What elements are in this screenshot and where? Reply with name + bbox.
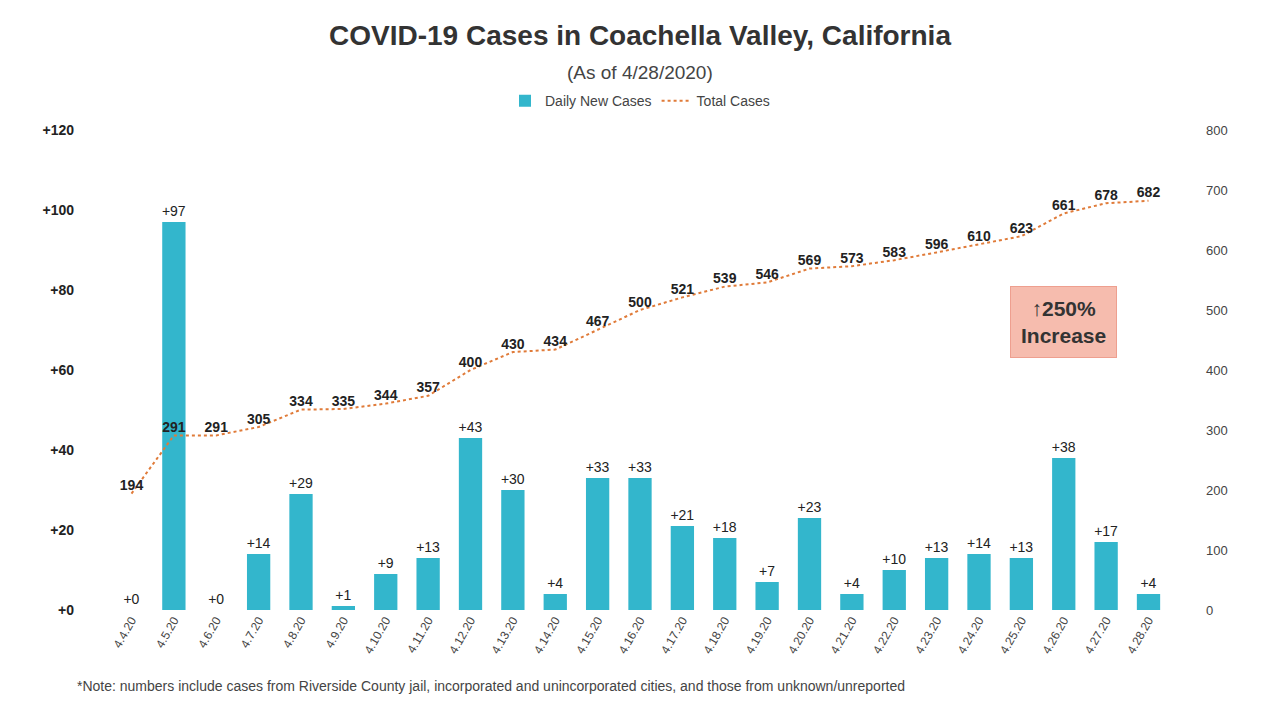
svg-text:623: 623: [1010, 220, 1034, 236]
svg-text:573: 573: [840, 250, 864, 266]
svg-text:4.23.20: 4.23.20: [912, 614, 944, 656]
svg-text:4.11.20: 4.11.20: [404, 614, 436, 655]
svg-text:434: 434: [544, 333, 568, 349]
svg-text:(As of 4/28/2020): (As of 4/28/2020): [567, 62, 713, 83]
svg-text:467: 467: [586, 313, 610, 329]
svg-text:4.8.20: 4.8.20: [280, 614, 309, 650]
svg-text:500: 500: [1206, 303, 1228, 318]
svg-text:+1: +1: [335, 587, 351, 603]
svg-text:539: 539: [713, 270, 737, 286]
svg-text:4.14.20: 4.14.20: [531, 614, 563, 656]
svg-text:344: 344: [374, 387, 398, 403]
svg-text:200: 200: [1206, 483, 1228, 498]
svg-text:4.9.20: 4.9.20: [322, 614, 351, 650]
svg-text:4.19.20: 4.19.20: [743, 614, 775, 656]
svg-text:4.24.20: 4.24.20: [955, 614, 987, 656]
svg-text:682: 682: [1137, 184, 1161, 200]
svg-text:569: 569: [798, 252, 822, 268]
svg-text:305: 305: [247, 411, 271, 427]
svg-text:334: 334: [289, 393, 313, 409]
svg-text:4.10.20: 4.10.20: [361, 614, 393, 656]
svg-text:+43: +43: [459, 419, 483, 435]
svg-text:678: 678: [1094, 187, 1118, 203]
svg-text:+4: +4: [1140, 575, 1156, 591]
svg-text:+97: +97: [162, 203, 186, 219]
svg-text:+30: +30: [501, 471, 525, 487]
svg-text:+33: +33: [628, 459, 652, 475]
svg-text:291: 291: [205, 419, 229, 435]
svg-text:400: 400: [459, 354, 483, 370]
svg-text:4.25.20: 4.25.20: [997, 614, 1029, 656]
svg-text:COVID-19 Cases in Coachella Va: COVID-19 Cases in Coachella Valley, Cali…: [329, 20, 951, 51]
svg-text:+0: +0: [123, 591, 139, 607]
svg-text:583: 583: [883, 244, 907, 260]
svg-text:+13: +13: [416, 539, 440, 555]
svg-text:+9: +9: [378, 555, 394, 571]
svg-text:+23: +23: [798, 499, 822, 515]
svg-text:+100: +100: [42, 202, 74, 218]
svg-text:+14: +14: [967, 535, 991, 551]
svg-text:500: 500: [628, 294, 652, 310]
svg-text:+18: +18: [713, 519, 737, 535]
svg-text:521: 521: [671, 281, 695, 297]
svg-text:4.15.20: 4.15.20: [573, 614, 605, 656]
svg-text:400: 400: [1206, 363, 1228, 378]
svg-text:300: 300: [1206, 423, 1228, 438]
svg-text:357: 357: [416, 379, 440, 395]
svg-text:4.18.20: 4.18.20: [700, 614, 732, 656]
svg-text:100: 100: [1206, 543, 1228, 558]
svg-text:335: 335: [332, 393, 356, 409]
svg-text:4.16.20: 4.16.20: [616, 614, 648, 656]
svg-text:+10: +10: [882, 551, 906, 567]
svg-text:Total Cases: Total Cases: [697, 93, 770, 109]
svg-text:4.13.20: 4.13.20: [489, 614, 521, 656]
svg-text:↑250%Increase: ↑250%Increase: [1021, 297, 1106, 347]
svg-text:+120: +120: [42, 122, 74, 138]
svg-text:+14: +14: [247, 535, 271, 551]
svg-text:4.22.20: 4.22.20: [870, 614, 902, 656]
svg-text:0: 0: [1206, 603, 1213, 618]
svg-text:4.5.20: 4.5.20: [153, 614, 182, 650]
svg-text:+38: +38: [1052, 439, 1076, 455]
svg-text:600: 600: [1206, 243, 1228, 258]
svg-text:4.28.20: 4.28.20: [1124, 614, 1156, 656]
svg-text:4.4.20: 4.4.20: [110, 614, 139, 650]
svg-text:+13: +13: [925, 539, 949, 555]
svg-text:+40: +40: [50, 442, 74, 458]
svg-text:194: 194: [120, 477, 144, 493]
svg-text:+7: +7: [759, 563, 775, 579]
svg-text:+80: +80: [50, 282, 74, 298]
svg-text:+4: +4: [547, 575, 563, 591]
svg-text:+29: +29: [289, 475, 313, 491]
svg-text:661: 661: [1052, 197, 1076, 213]
svg-text:4.17.20: 4.17.20: [658, 614, 690, 656]
svg-text:+20: +20: [50, 522, 74, 538]
svg-text:4.6.20: 4.6.20: [195, 614, 224, 650]
svg-text:4.20.20: 4.20.20: [785, 614, 817, 656]
svg-text:+21: +21: [670, 507, 694, 523]
svg-text:+60: +60: [50, 362, 74, 378]
svg-text:+33: +33: [586, 459, 610, 475]
svg-text:610: 610: [967, 228, 991, 244]
svg-text:800: 800: [1206, 123, 1228, 138]
svg-text:700: 700: [1206, 183, 1228, 198]
svg-text:4.26.20: 4.26.20: [1039, 614, 1071, 656]
svg-text:291: 291: [162, 419, 186, 435]
svg-text:4.21.20: 4.21.20: [828, 614, 860, 656]
svg-text:*Note: numbers include cases f: *Note: numbers include cases from Rivers…: [77, 678, 905, 694]
svg-text:430: 430: [501, 336, 525, 352]
svg-text:4.7.20: 4.7.20: [238, 614, 267, 650]
svg-text:Daily New Cases: Daily New Cases: [545, 93, 652, 109]
svg-text:+4: +4: [844, 575, 860, 591]
svg-text:+0: +0: [58, 602, 74, 618]
svg-text:596: 596: [925, 236, 949, 252]
svg-text:4.27.20: 4.27.20: [1082, 614, 1114, 656]
svg-text:4.12.20: 4.12.20: [446, 614, 478, 656]
svg-text:+13: +13: [1009, 539, 1033, 555]
svg-text:546: 546: [755, 266, 779, 282]
svg-text:+17: +17: [1094, 523, 1118, 539]
svg-text:+0: +0: [208, 591, 224, 607]
